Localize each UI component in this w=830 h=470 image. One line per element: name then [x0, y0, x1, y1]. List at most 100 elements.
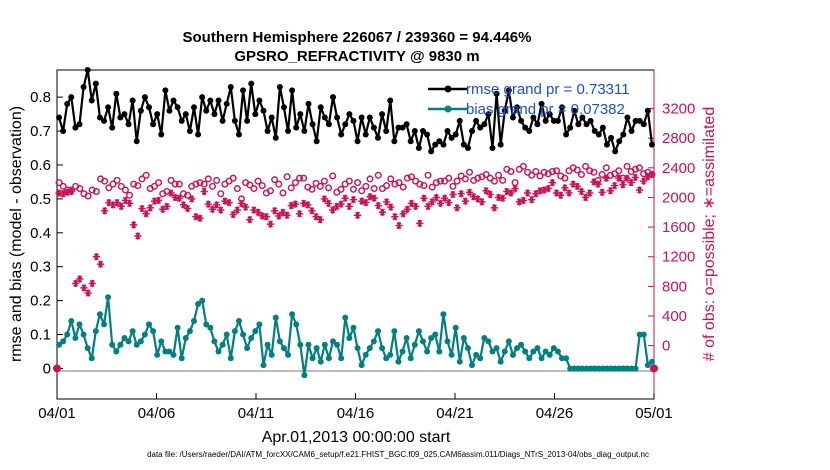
rmse-point	[534, 121, 541, 128]
possible-point	[453, 177, 461, 185]
rmse-point	[419, 128, 426, 135]
y-left-tick-label: 0.1	[30, 327, 51, 344]
y-right-tick-label: 3200	[662, 101, 695, 118]
rmse-point	[325, 121, 332, 128]
bias-point	[203, 321, 210, 328]
rmse-point	[240, 87, 247, 94]
assimilated-point	[179, 201, 188, 209]
series-possible	[55, 162, 656, 203]
assimilated-point	[76, 275, 84, 283]
bias-point	[538, 355, 545, 362]
rmse-point	[72, 124, 79, 131]
assimilated-point	[125, 199, 134, 207]
rmse-point	[301, 128, 308, 135]
rmse-point	[190, 104, 197, 111]
bias-point	[297, 341, 304, 348]
assimilated-point	[96, 260, 105, 268]
rmse-point	[252, 111, 259, 118]
bias-point	[235, 317, 242, 324]
possible-point	[179, 190, 187, 198]
assimilated-point	[271, 207, 279, 215]
assimilated-point	[565, 189, 573, 197]
bias-point	[530, 348, 537, 355]
possible-point	[507, 168, 515, 176]
possible-point	[84, 192, 92, 200]
rmse-point	[415, 145, 422, 152]
bias-point	[72, 334, 79, 341]
rmse-point	[227, 83, 234, 90]
rmse-point	[366, 114, 373, 121]
assimilated-point	[233, 206, 241, 214]
possible-point	[229, 174, 237, 182]
assimilated-point	[304, 201, 312, 209]
rmse-point	[575, 121, 582, 128]
rmse-point	[591, 128, 598, 135]
rmse-point	[428, 148, 435, 155]
bias-point	[473, 351, 480, 358]
possible-point	[461, 175, 469, 183]
rmse-point	[203, 107, 210, 114]
bias-point	[223, 331, 230, 338]
y-right-tick-label: 2800	[662, 130, 695, 147]
bias-point	[354, 345, 361, 352]
assimilated-point	[59, 190, 67, 198]
bias-point	[215, 348, 222, 355]
assimilated-point	[644, 173, 652, 181]
legend-bias-marker	[444, 105, 452, 113]
rmse-point	[648, 141, 655, 148]
possible-point	[258, 182, 266, 190]
rmse-point	[608, 134, 615, 141]
possible-point	[590, 168, 598, 176]
rmse-point	[477, 124, 484, 131]
possible-point	[246, 181, 254, 189]
assimilated-point	[291, 200, 299, 208]
assimilated-point	[478, 198, 486, 206]
bias-point	[534, 345, 541, 352]
rmse-point	[399, 124, 406, 131]
bias-point	[252, 328, 259, 335]
bias-point	[137, 338, 144, 345]
rmse-point	[346, 111, 353, 118]
possible-point	[474, 174, 482, 182]
rmse-point	[256, 97, 263, 104]
bias-point	[477, 355, 484, 362]
rmse-point	[101, 117, 108, 124]
assimilated-point	[449, 190, 457, 199]
possible-point	[482, 170, 490, 178]
possible-point	[233, 185, 241, 193]
possible-point	[117, 182, 125, 190]
assimilated-point	[490, 204, 498, 212]
bias-point	[285, 351, 292, 358]
assimilated-point	[544, 184, 552, 193]
bias-point	[448, 351, 455, 358]
rmse-point	[129, 97, 136, 104]
bias-point	[379, 345, 386, 352]
bias-point	[141, 331, 148, 338]
rmse-point	[80, 83, 87, 90]
bias-point	[133, 341, 140, 348]
bias-point	[195, 301, 202, 308]
possible-point	[192, 180, 200, 188]
bias-point	[501, 348, 508, 355]
possible-point	[271, 176, 279, 184]
bias-point	[117, 341, 124, 348]
bias-point	[383, 355, 390, 362]
assimilated-point	[403, 205, 411, 213]
assimilated-point	[55, 189, 63, 197]
possible-point	[254, 177, 262, 185]
bias-point	[317, 358, 324, 365]
rmse-point	[178, 117, 185, 124]
rmse-point	[489, 145, 496, 152]
rmse-point	[526, 128, 533, 135]
rmse-point	[644, 107, 651, 114]
possible-point	[561, 174, 569, 182]
rmse-point	[612, 148, 619, 155]
assimilated-point	[428, 198, 436, 206]
rmse-point	[166, 107, 173, 114]
assimilated-point	[461, 197, 469, 205]
possible-point	[126, 191, 134, 199]
bias-point	[334, 341, 341, 348]
assimilated-point	[577, 187, 586, 196]
y-right-ticks: 0 400 800 1200 1600 2000 2400 2800 3200	[648, 70, 695, 399]
possible-point	[88, 186, 96, 194]
